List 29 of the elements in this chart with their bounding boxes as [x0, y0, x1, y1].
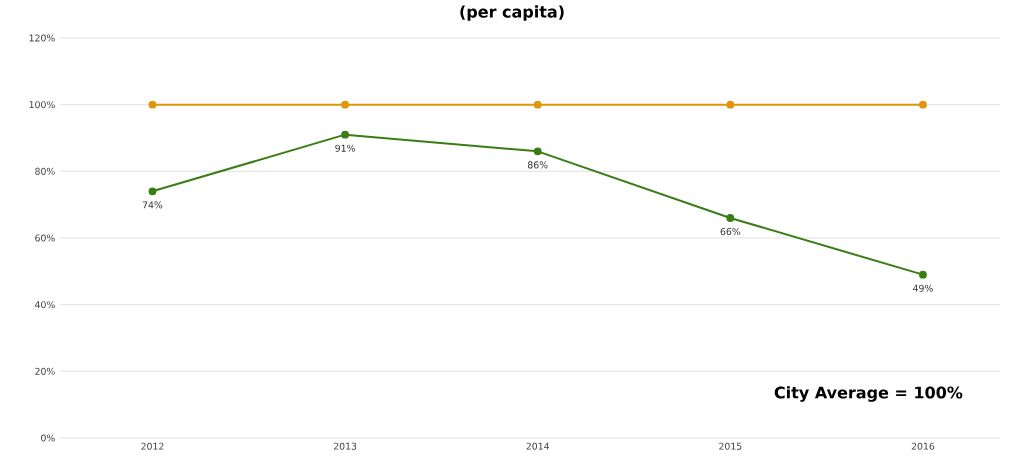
point: [533, 147, 542, 156]
data-label: 74%: [142, 201, 163, 209]
x-tick-label: 2015: [719, 442, 742, 450]
y-tick-label: 0%: [41, 434, 55, 442]
x-tick-label: 2016: [911, 442, 935, 450]
point: [341, 130, 350, 139]
x-tick-label: 2014: [526, 442, 550, 450]
data-label: 86%: [527, 161, 548, 169]
y-tick-label: 80%: [35, 167, 55, 175]
y-tick-label: 100%: [29, 101, 55, 109]
point: [148, 187, 157, 196]
point: [919, 270, 927, 279]
point: [148, 100, 157, 109]
point: [919, 100, 927, 109]
y-tick-label: 40%: [35, 301, 55, 309]
x-tick-label: 2012: [141, 442, 164, 450]
point: [341, 100, 350, 109]
data-label: 49%: [913, 284, 933, 292]
chart-title: (per capita): [460, 5, 564, 21]
y-tick-label: 20%: [35, 367, 55, 375]
x-tick-label: 2013: [333, 442, 357, 450]
point: [726, 214, 735, 222]
annotation: City Average = 100%: [774, 386, 963, 402]
point: [533, 100, 542, 109]
point: [726, 100, 735, 109]
y-tick-label: 60%: [35, 234, 55, 242]
data-label: 66%: [720, 228, 741, 236]
y-tick-label: 120%: [29, 34, 55, 42]
data-label: 91%: [335, 144, 355, 152]
